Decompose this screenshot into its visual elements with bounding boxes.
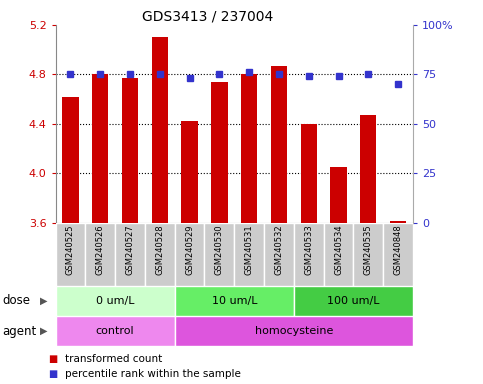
Text: GSM240533: GSM240533 [304,225,313,275]
Bar [211,82,227,223]
Bar [204,223,234,286]
Bar [390,222,406,223]
Text: ■: ■ [48,354,57,364]
Bar [145,223,175,286]
Text: GSM240532: GSM240532 [274,225,284,275]
Text: percentile rank within the sample: percentile rank within the sample [65,369,241,379]
Bar [300,124,317,223]
Bar [92,74,108,223]
Bar [330,167,347,223]
Bar [271,66,287,223]
Bar [175,223,204,286]
Text: GSM240530: GSM240530 [215,225,224,275]
Text: GSM240848: GSM240848 [394,225,402,275]
Bar [56,223,85,286]
Bar [175,316,413,346]
Bar [294,223,324,286]
Bar [354,223,383,286]
Text: homocysteine: homocysteine [255,326,333,336]
Text: GSM240531: GSM240531 [245,225,254,275]
Bar [85,223,115,286]
Text: GSM240527: GSM240527 [126,225,134,275]
Text: transformed count: transformed count [65,354,162,364]
Text: GDS3413 / 237004: GDS3413 / 237004 [142,10,273,23]
Text: GSM240529: GSM240529 [185,225,194,275]
Bar [56,286,175,316]
Text: GSM240526: GSM240526 [96,225,105,275]
Bar [294,286,413,316]
Bar [264,223,294,286]
Text: dose: dose [2,295,30,307]
Bar [175,286,294,316]
Bar [234,223,264,286]
Text: GSM240528: GSM240528 [156,225,164,275]
Text: GSM240535: GSM240535 [364,225,373,275]
Text: 100 um/L: 100 um/L [327,296,380,306]
Text: 10 um/L: 10 um/L [212,296,257,306]
Text: ▶: ▶ [40,326,47,336]
Bar [152,37,168,223]
Text: 0 um/L: 0 um/L [96,296,134,306]
Bar [122,78,138,223]
Bar [324,223,354,286]
Bar [360,115,376,223]
Bar [241,74,257,223]
Bar [115,223,145,286]
Text: agent: agent [2,324,37,338]
Text: GSM240525: GSM240525 [66,225,75,275]
Bar [182,121,198,223]
Bar [62,97,79,223]
Bar [383,223,413,286]
Text: control: control [96,326,134,336]
Text: ▶: ▶ [40,296,47,306]
Text: ■: ■ [48,369,57,379]
Bar [56,316,175,346]
Text: GSM240534: GSM240534 [334,225,343,275]
